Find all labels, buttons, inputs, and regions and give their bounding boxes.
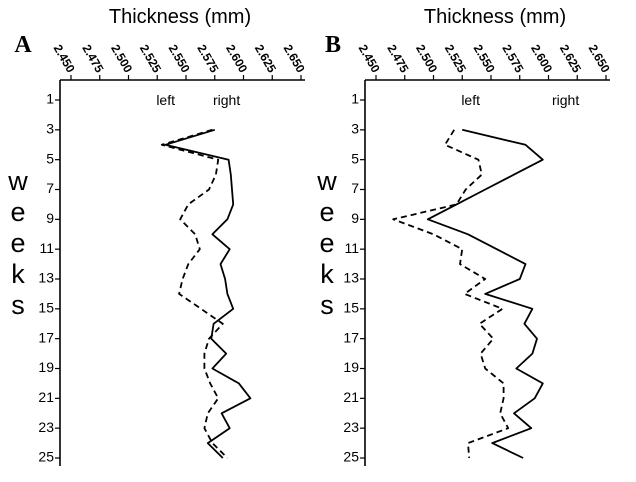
y-axis-title-letter: w (316, 166, 337, 196)
x-tick-label: 2.500 (413, 42, 440, 75)
y-tick-label: 13 (38, 270, 54, 286)
x-tick-label: 2.475 (384, 42, 411, 75)
y-axis-title-letter: s (320, 290, 334, 320)
y-axis-title-letter: s (11, 290, 25, 320)
y-axis-title-letter: e (319, 228, 334, 258)
panel-label: B (325, 32, 341, 58)
y-axis-title-letter: k (320, 259, 334, 289)
y-axis-title-letter: e (10, 228, 25, 258)
y-tick-label: 23 (38, 419, 54, 435)
x-tick-label: 2.575 (499, 42, 526, 75)
y-tick-label: 21 (343, 389, 359, 405)
x-tick-label: 2.600 (528, 42, 555, 75)
y-tick-label: 25 (38, 449, 54, 465)
y-tick-label: 17 (38, 329, 54, 345)
x-tick-label: 2.475 (79, 42, 106, 75)
y-tick-label: 25 (343, 449, 359, 465)
y-tick-label: 15 (38, 300, 54, 316)
x-tick-label: 2.525 (137, 42, 164, 75)
y-tick-label: 21 (38, 389, 54, 405)
legend-right-label: right (552, 92, 579, 108)
y-tick-label: 1 (46, 91, 54, 107)
x-tick-label: 2.650 (586, 42, 613, 75)
y-axis-title-letter: w (7, 166, 28, 196)
y-axis-title-letter: e (319, 197, 334, 227)
x-tick-label: 2.450 (356, 42, 383, 75)
x-tick-label: 2.625 (252, 42, 279, 75)
y-tick-label: 9 (351, 210, 359, 226)
y-axis-title-letter: k (11, 259, 25, 289)
x-tick-label: 2.500 (108, 42, 135, 75)
x-tick-label: 2.450 (51, 42, 78, 75)
panel-a: A Thickness (mm) 2.450 2.475 2.500 2.525 2.550… (7, 6, 308, 466)
x-tick-label: 2.550 (471, 42, 498, 75)
y-tick-label: 7 (351, 180, 359, 196)
series-line-left (392, 129, 510, 459)
y-tick-label: 15 (343, 300, 359, 316)
y-tick-label: 1 (351, 91, 359, 107)
x-tick-label: 2.550 (166, 42, 193, 75)
x-tick-label: 2.600 (223, 42, 250, 75)
y-tick-label: 9 (46, 210, 54, 226)
y-tick-label: 17 (343, 329, 359, 345)
y-tick-label: 3 (46, 121, 54, 137)
x-tick-label: 2.650 (281, 42, 308, 75)
series-line-left (160, 128, 229, 459)
x-axis-title: Thickness (mm) (109, 6, 251, 28)
panel-b: B Thickness (mm) 2.450 2.475 2.500 2.525 2.550… (316, 6, 613, 466)
x-axis-title: Thickness (mm) (424, 6, 566, 28)
series-line-right (426, 128, 544, 459)
y-tick-label: 19 (38, 359, 54, 375)
y-tick-label: 11 (39, 240, 54, 256)
y-tick-label: 11 (344, 240, 359, 256)
panel-label: A (14, 32, 32, 58)
legend-left-label: left (156, 92, 175, 108)
y-tick-label: 19 (343, 359, 359, 375)
y-tick-label: 5 (46, 150, 54, 166)
y-axis-title-letter: e (10, 197, 25, 227)
legend-left-label: left (461, 92, 480, 108)
series-line-right (164, 128, 252, 459)
y-tick-label: 13 (343, 270, 359, 286)
y-tick-label: 7 (46, 180, 54, 196)
x-tick-label: 2.625 (557, 42, 584, 75)
x-tick-label: 2.525 (442, 42, 469, 75)
y-tick-label: 23 (343, 419, 359, 435)
y-tick-label: 5 (351, 150, 359, 166)
x-tick-label: 2.575 (194, 42, 221, 75)
y-tick-label: 3 (351, 121, 359, 137)
legend-right-label: right (213, 92, 240, 108)
